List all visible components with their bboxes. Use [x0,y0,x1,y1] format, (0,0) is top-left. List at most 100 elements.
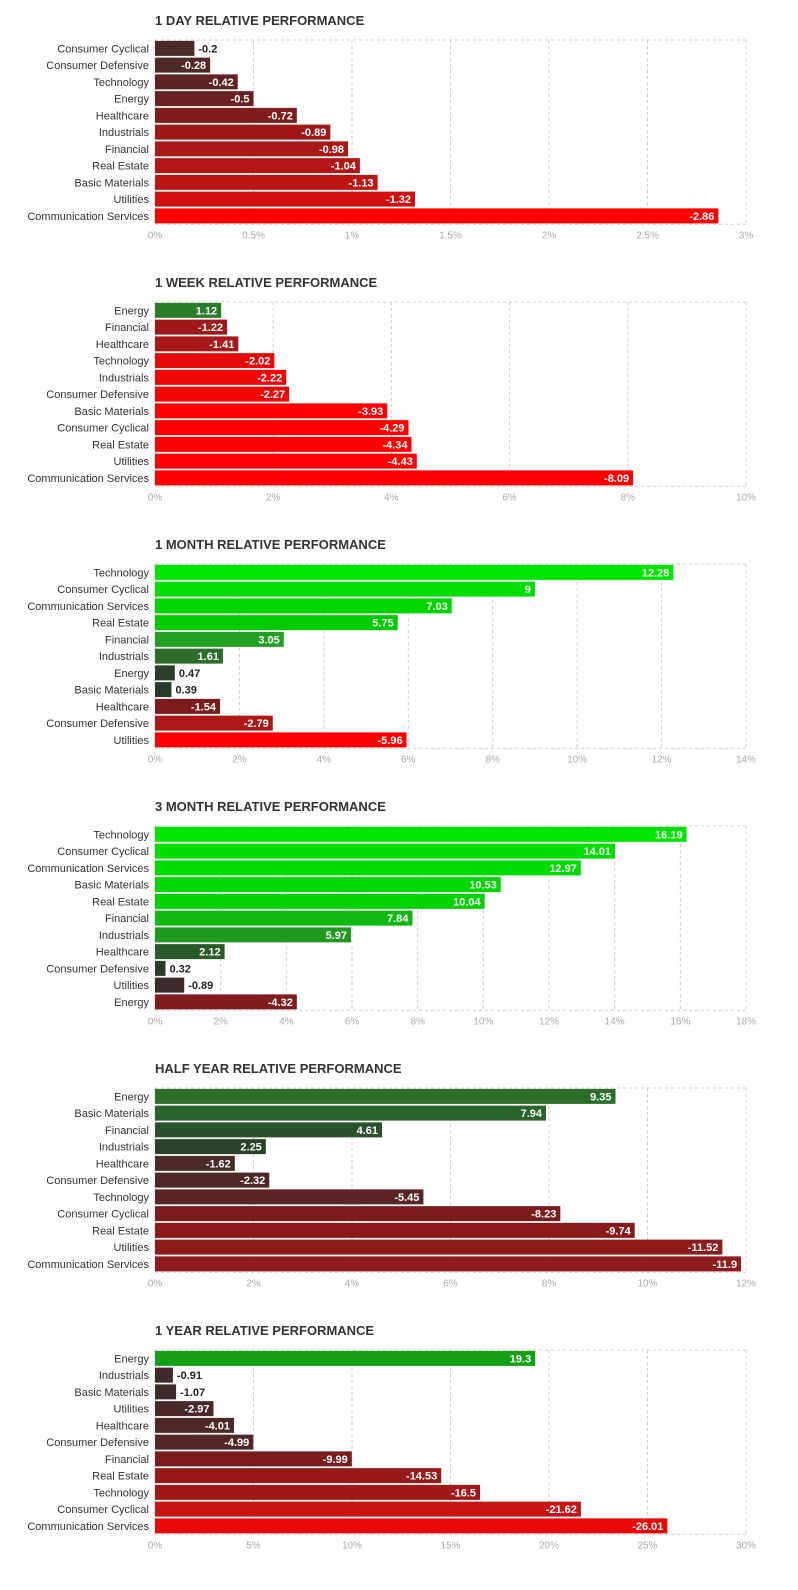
bar-value-label: -8.09 [604,473,629,485]
bar[interactable] [155,107,297,123]
bar[interactable] [155,665,175,681]
tick-label: 5% [246,1540,261,1551]
bar-value-label: -0.2 [198,43,217,55]
bar-value-label: -14.53 [406,1471,437,1483]
category-label: Technology [93,829,149,841]
bar[interactable] [155,581,535,597]
bar[interactable] [155,631,284,647]
bar-value-label: -2.22 [257,372,282,384]
bar[interactable] [155,843,615,859]
bar[interactable] [155,1434,254,1450]
bar-value-label: -2.32 [240,1175,265,1187]
bar[interactable] [155,1484,481,1500]
bar[interactable] [155,960,166,976]
bar[interactable] [155,1468,442,1484]
bar[interactable] [155,1367,173,1383]
bar[interactable] [155,715,273,731]
bar[interactable] [155,615,398,631]
bar[interactable] [155,369,287,385]
bar[interactable] [155,698,221,714]
category-label: Utilities [114,980,150,992]
bar-value-label: -4.99 [224,1437,249,1449]
bar[interactable] [155,1501,581,1517]
bar[interactable] [155,1350,536,1366]
bar[interactable] [155,826,687,842]
bar[interactable] [155,124,331,140]
bar[interactable] [155,141,349,157]
bar[interactable] [155,40,195,56]
bar[interactable] [155,1105,547,1121]
bar[interactable] [155,564,674,580]
bar[interactable] [155,1451,352,1467]
bar[interactable] [155,74,238,90]
chart-plot: 0% 2% 4% 6% 8% 10% 12% 14% 16% 18% Technology 16.19… [27,825,756,1027]
bar[interactable] [155,1239,723,1255]
bar[interactable] [155,1518,668,1534]
chart-title: 1 MONTH RELATIVE PERFORMANCE [155,537,386,552]
bar[interactable] [155,1172,270,1188]
bar[interactable] [155,1401,214,1417]
bar[interactable] [155,353,275,369]
category-label: Consumer Defensive [46,389,149,401]
bar[interactable] [155,420,409,436]
bar[interactable] [155,1384,177,1400]
bar[interactable] [155,208,719,224]
bar[interactable] [155,732,407,748]
bar[interactable] [155,386,290,402]
tick-label: 8% [485,754,500,765]
bar[interactable] [155,648,223,664]
bar[interactable] [155,57,211,73]
bar[interactable] [155,191,416,207]
bar-value-label: 7.94 [521,1108,543,1120]
bar[interactable] [155,1155,235,1171]
category-label: Consumer Cyclical [57,584,149,596]
bar[interactable] [155,158,360,174]
chart-title: 3 MONTH RELATIVE PERFORMANCE [155,799,386,814]
bar[interactable] [155,682,172,698]
category-label: Industrials [99,1142,150,1154]
bar[interactable] [155,994,297,1010]
bar[interactable] [155,1206,561,1222]
bar[interactable] [155,1122,383,1138]
bar[interactable] [155,598,452,614]
tick-label: 20% [539,1540,559,1551]
category-label: Consumer Defensive [46,60,149,72]
bar[interactable] [155,302,222,318]
bar[interactable] [155,910,413,926]
bar[interactable] [155,1256,742,1272]
tick-label: 30% [736,1540,756,1551]
bar[interactable] [155,174,378,190]
bar[interactable] [155,336,239,352]
bar[interactable] [155,1417,234,1433]
bar-value-label: -1.22 [198,322,223,334]
tick-label: 6% [502,492,517,503]
bar[interactable] [155,1222,635,1238]
tick-label: 2% [213,1016,228,1027]
bar-value-label: 5.97 [326,930,347,942]
bar[interactable] [155,403,388,419]
bar[interactable] [155,877,501,893]
chart-plot: 0% 2% 4% 6% 8% 10% 12% 14% Technology 12.28 Consum… [27,563,756,765]
bar-value-label: 7.84 [387,913,409,925]
tick-label: 2.5% [636,230,659,241]
bar[interactable] [155,860,581,876]
bar[interactable] [155,453,417,469]
bar-value-label: -4.32 [268,997,293,1009]
bar[interactable] [155,436,412,452]
bar[interactable] [155,470,634,486]
bar-value-label: -0.89 [301,127,326,139]
bar-value-label: -0.72 [268,110,293,122]
bar[interactable] [155,1189,424,1205]
category-label: Consumer Defensive [46,963,149,975]
tick-label: 4% [345,1278,360,1289]
bar[interactable] [155,91,254,107]
bar[interactable] [155,893,485,909]
bar[interactable] [155,1088,616,1104]
bar[interactable] [155,1139,266,1155]
tick-label: 8% [410,1016,425,1027]
bar[interactable] [155,977,185,993]
bar[interactable] [155,319,228,335]
bar[interactable] [155,944,225,960]
bar[interactable] [155,927,352,943]
